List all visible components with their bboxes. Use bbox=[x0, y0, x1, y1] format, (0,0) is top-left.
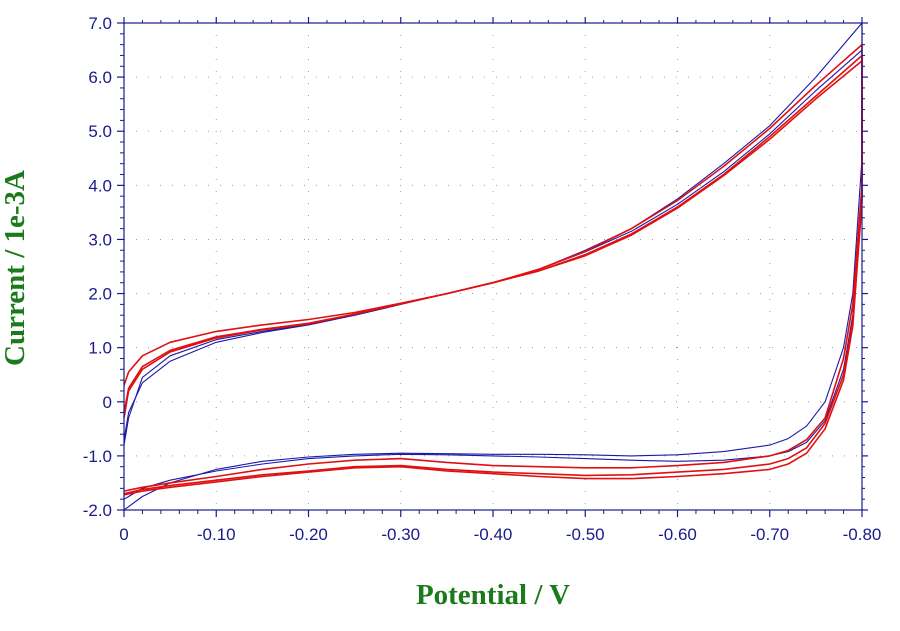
x-tick-label: -0.60 bbox=[658, 525, 697, 544]
x-tick-label: -0.50 bbox=[566, 525, 605, 544]
grid bbox=[124, 23, 862, 510]
y-tick-label: -1.0 bbox=[83, 447, 112, 466]
y-tick-label: 6.0 bbox=[88, 68, 112, 87]
plot-frame bbox=[123, 22, 863, 511]
x-tick-label: -0.70 bbox=[750, 525, 789, 544]
series-line-5 bbox=[123, 60, 863, 496]
y-tick-label: -2.0 bbox=[83, 501, 112, 520]
series-line-4 bbox=[123, 54, 863, 495]
series-line-1 bbox=[123, 22, 863, 511]
x-tick-label: -0.40 bbox=[474, 525, 513, 544]
x-tick-label: -0.20 bbox=[289, 525, 328, 544]
x-tick-label: -0.30 bbox=[381, 525, 420, 544]
x-tick-labels: 0 -0.10 -0.20 -0.30 -0.40 -0.50 -0.60 -0.70 -0.8… bbox=[119, 525, 881, 544]
y-tick-label: 4.0 bbox=[88, 176, 112, 195]
series-lines bbox=[123, 22, 863, 511]
y-tick-labels: -2.0 -1.0 0 1.0 2.0 3.0 4.0 5.0 6.0 7.0 bbox=[83, 14, 112, 520]
y-tick-label: 7.0 bbox=[88, 14, 112, 33]
y-tick-label: 5.0 bbox=[88, 122, 112, 141]
x-tick-label: -0.10 bbox=[197, 525, 236, 544]
x-tick-label: -0.80 bbox=[843, 525, 882, 544]
x-tick-label: 0 bbox=[119, 525, 128, 544]
y-tick-label: 2.0 bbox=[88, 285, 112, 304]
x-axis-title: Potential / V bbox=[416, 579, 570, 611]
axis-ticks bbox=[117, 17, 868, 517]
y-tick-label: 1.0 bbox=[88, 339, 112, 358]
y-tick-label: 0 bbox=[103, 393, 112, 412]
y-axis-title: Current / 1e-3A bbox=[0, 170, 31, 366]
series-line-3 bbox=[123, 43, 863, 492]
y-tick-label: 3.0 bbox=[88, 230, 112, 249]
